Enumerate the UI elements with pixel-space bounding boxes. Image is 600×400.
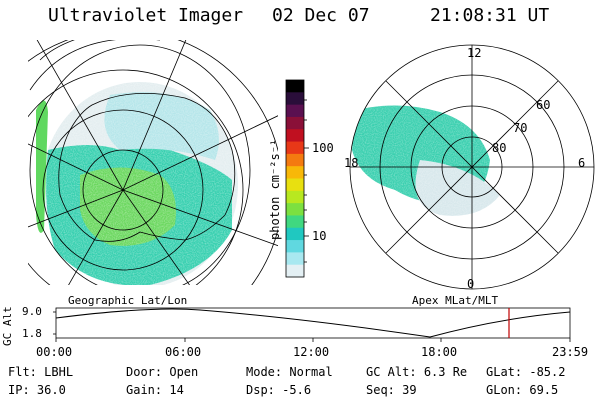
colorbar <box>286 80 304 278</box>
status-door: Door: Open <box>126 365 199 379</box>
instrument-title: Ultraviolet Imager <box>48 5 244 26</box>
geo-map-label: Geographic Lat/Lon <box>68 294 188 307</box>
edge-emission <box>36 100 48 233</box>
status-mode: Mode: Normal <box>246 365 333 379</box>
status-seq: Seq: 39 <box>366 383 417 397</box>
xtick-2359: 23:59 <box>552 345 589 359</box>
altitude-plot <box>53 307 571 342</box>
colorbar-swatch <box>286 203 304 216</box>
altitude-ylabel: GC Alt <box>1 306 14 346</box>
colorbar-swatch <box>286 178 304 192</box>
colorbar-swatch <box>286 166 304 179</box>
xtick-1800: 18:00 <box>421 345 458 359</box>
colorbar-tick-100: 100 <box>312 141 334 155</box>
colorbar-swatch <box>286 252 304 266</box>
mlat-label-80: 80 <box>492 141 507 155</box>
colorbar-swatch <box>286 92 304 106</box>
colorbar-swatch <box>286 129 304 143</box>
colorbar-swatch <box>286 264 304 278</box>
mlt-label-12: 12 <box>467 46 482 60</box>
colorbar-label: photon cm⁻²s⁻¹ <box>268 138 282 240</box>
status-gain: Gain: 14 <box>126 383 184 397</box>
altitude-ytick-max: 9.0 <box>22 305 42 318</box>
status-gc-alt: GC Alt: 6.3 Re <box>366 365 468 379</box>
mlt-label-6: 6 <box>578 156 586 170</box>
mlat-label-60: 60 <box>536 98 551 112</box>
geographic-map <box>28 40 278 285</box>
status-flt: Flt: LBHL <box>8 365 74 379</box>
colorbar-swatch <box>286 240 304 253</box>
status-dsp: Dsp: -5.6 <box>246 383 312 397</box>
polar-plot <box>349 44 595 290</box>
mlt-label-0: 0 <box>467 277 475 291</box>
date-label: 02 Dec 07 <box>272 5 370 26</box>
colorbar-swatch <box>286 215 304 229</box>
colorbar-swatch <box>286 153 304 167</box>
xtick-0600: 06:00 <box>165 345 202 359</box>
altitude-ytick-min: 1.8 <box>22 327 42 340</box>
colorbar-swatch <box>286 80 304 93</box>
xtick-0000: 00:00 <box>36 345 73 359</box>
status-ip: IP: 36.0 <box>8 383 66 397</box>
colorbar-tick-10: 10 <box>312 229 327 243</box>
mlt-label-18: 18 <box>344 156 359 170</box>
polar-plot-label: Apex MLat/MLT <box>412 294 499 307</box>
status-glon: GLon: 69.5 <box>486 383 559 397</box>
colorbar-swatch <box>286 141 304 155</box>
colorbar-swatch <box>286 227 304 241</box>
xtick-1200: 12:00 <box>293 345 330 359</box>
colorbar-swatch <box>286 190 304 204</box>
colorbar-swatch <box>286 104 304 118</box>
continent-outline <box>58 92 236 242</box>
time-label: 21:08:31 UT <box>430 5 550 26</box>
mlat-label-70: 70 <box>513 121 528 135</box>
status-glat: GLat: -85.2 <box>486 365 566 379</box>
colorbar-swatch <box>286 116 304 130</box>
